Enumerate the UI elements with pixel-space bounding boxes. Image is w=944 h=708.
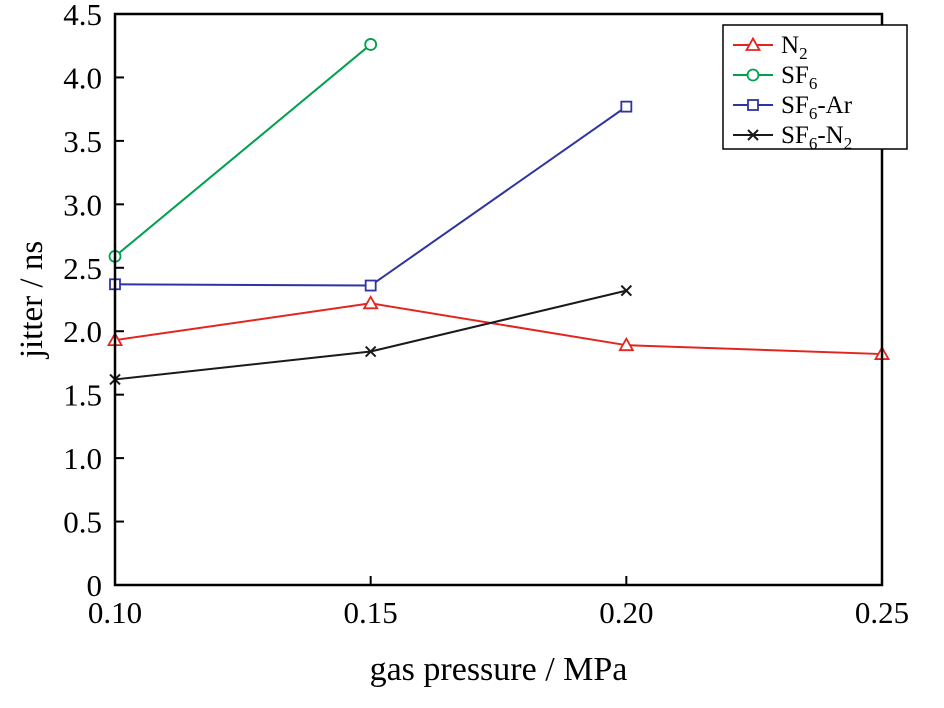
square-marker <box>620 100 633 113</box>
series-SF6 <box>108 38 378 263</box>
series-N2 <box>106 294 891 360</box>
legend-entry-SF6: SF6 <box>733 62 817 93</box>
x-axis-label: gas pressure / MPa <box>370 651 628 688</box>
legend-entry-SF6-N2: SF6-N2 <box>733 122 852 153</box>
legend-label-N2: N2 <box>781 32 808 63</box>
y-tick-label: 3.5 <box>63 124 102 159</box>
triangle-marker <box>744 36 762 51</box>
y-axis-label: jitter / ns <box>14 241 50 359</box>
x-tick-label: 0.15 <box>344 595 398 630</box>
y-tick-label: 2.5 <box>63 251 102 286</box>
y-tick-label: 4.0 <box>63 60 102 95</box>
legend-entry-SF6-Ar: SF6-Ar <box>733 92 853 123</box>
series-line-N2 <box>114 302 883 356</box>
triangle-marker <box>618 336 635 352</box>
square-marker <box>364 279 377 292</box>
legend-label-SF6: SF6 <box>781 62 817 93</box>
x-tick-label: 0.10 <box>88 595 142 630</box>
series-line-SF6 <box>114 43 372 258</box>
x-marker <box>364 345 377 358</box>
legend-entry-N2: N2 <box>733 32 808 63</box>
legend-label-SF6-Ar: SF6-Ar <box>781 92 853 123</box>
y-tick-label: 1.0 <box>63 441 102 476</box>
x-tick-label: 0.20 <box>599 595 653 630</box>
legend-label-SF6-N2: SF6-N2 <box>781 122 852 153</box>
circle-marker <box>746 68 760 82</box>
y-tick-label: 0 <box>87 568 103 603</box>
series-line-SF6-Ar <box>114 105 627 287</box>
x-marker <box>747 129 759 141</box>
y-tick-label: 1.5 <box>63 378 102 413</box>
x-marker <box>620 284 633 297</box>
y-tick-label: 4.5 <box>63 0 102 32</box>
plot-border <box>113 12 884 587</box>
triangle-marker <box>362 294 379 310</box>
square-marker <box>747 99 759 111</box>
y-tick-label: 0.5 <box>63 505 102 540</box>
y-tick-label: 2.0 <box>63 314 102 349</box>
x-tick-label: 0.25 <box>855 595 909 630</box>
circle-marker <box>364 38 378 51</box>
axes: 0.10 0.15 0.20 0.25 0 0.5 1.0 1.5 2.0 2.5 3.0 3.5 4.… <box>14 0 909 688</box>
y-tick-label: 3.0 <box>63 187 102 222</box>
